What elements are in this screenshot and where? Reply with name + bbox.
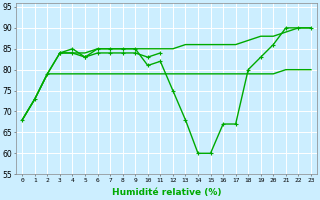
X-axis label: Humidité relative (%): Humidité relative (%) [112, 188, 221, 197]
